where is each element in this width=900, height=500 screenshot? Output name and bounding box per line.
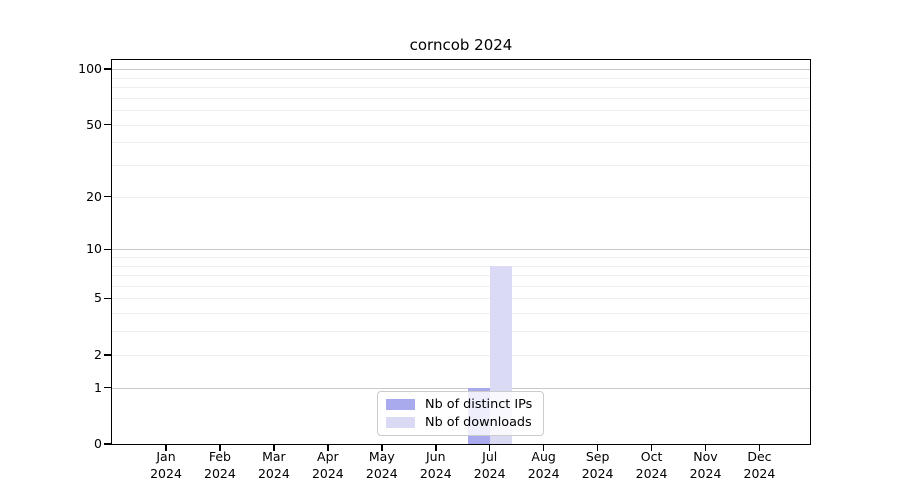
gridline-minor <box>112 298 810 300</box>
x-axis-tick <box>542 444 545 451</box>
x-axis-tick-label: Nov 2024 <box>674 449 738 482</box>
month-name: Jan <box>156 449 176 464</box>
month-name: Dec <box>747 449 772 464</box>
y-axis-tick <box>104 68 111 70</box>
legend-item-downloads: Nb of downloads <box>386 415 535 430</box>
gridline-minor <box>112 313 810 315</box>
gridline-major <box>112 69 810 71</box>
gridline-minor <box>112 77 810 79</box>
gridline-minor <box>112 124 810 126</box>
year-label: 2024 <box>689 465 722 481</box>
legend: Nb of distinct IPs Nb of downloads <box>377 391 544 436</box>
gridline-minor <box>112 265 810 267</box>
gridline-major <box>112 249 810 251</box>
y-axis-tick <box>104 123 111 126</box>
gridline-minor <box>112 354 810 356</box>
year-label: 2024 <box>311 465 344 481</box>
year-label: 2024 <box>635 465 668 481</box>
x-axis-tick-label: Oct 2024 <box>620 449 684 482</box>
gridline-minor <box>112 285 810 287</box>
plot-area <box>112 60 810 444</box>
y-axis-tick-label: 10 <box>86 241 102 257</box>
month-name: Sep <box>585 449 610 464</box>
x-axis-tick <box>488 444 491 451</box>
gridline-minor <box>112 165 810 167</box>
year-label: 2024 <box>473 465 506 481</box>
y-axis-tick-label: 20 <box>86 188 102 204</box>
month-name: May <box>368 449 395 464</box>
gridline-minor <box>112 142 810 144</box>
month-name: Aug <box>531 449 556 464</box>
year-label: 2024 <box>743 465 776 481</box>
year-label: 2024 <box>150 465 182 481</box>
gridline-minor <box>112 87 810 89</box>
x-axis-tick <box>165 444 167 451</box>
month-name: Jul <box>482 449 498 464</box>
gridline-minor <box>112 196 810 198</box>
x-axis-tick <box>704 444 707 451</box>
y-axis-tick <box>104 248 111 250</box>
gridline-minor <box>112 97 810 99</box>
y-axis-tick <box>104 386 111 389</box>
x-axis-tick <box>435 444 437 451</box>
year-label: 2024 <box>365 465 398 481</box>
x-axis-tick <box>596 444 599 451</box>
gridline-major <box>112 387 810 389</box>
distinct-ips-swatch <box>386 399 415 410</box>
year-label: 2024 <box>419 465 452 481</box>
legend-label: Nb of distinct IPs <box>425 397 533 412</box>
gridline-minor <box>112 331 810 333</box>
legend-item-distinct-ips: Nb of distinct IPs <box>386 397 535 412</box>
x-axis-tick-label: Mar 2024 <box>242 449 306 482</box>
y-axis-tick-label: 2 <box>94 346 102 362</box>
month-name: Jun <box>425 449 446 464</box>
x-axis-tick-label: Jun 2024 <box>404 449 468 482</box>
month-name: Nov <box>693 449 718 464</box>
x-axis-tick-label: Aug 2024 <box>512 449 576 482</box>
x-axis-tick-label: May 2024 <box>350 449 414 482</box>
chart-title: corncob 2024 <box>409 36 513 54</box>
y-axis-tick-label: 0 <box>94 436 102 451</box>
x-axis-tick-label: Apr 2024 <box>296 449 360 482</box>
x-axis-tick <box>327 444 329 451</box>
x-axis-tick-label: Feb 2024 <box>188 449 252 482</box>
y-axis-tick <box>104 297 111 300</box>
x-axis-tick <box>650 444 653 451</box>
x-axis-tick-label: Sep 2024 <box>566 449 630 482</box>
downloads-swatch <box>386 417 415 428</box>
x-axis-tick-label: Jan 2024 <box>134 449 198 482</box>
y-axis-tick-label: 100 <box>78 61 102 77</box>
gridline-minor <box>112 257 810 258</box>
month-name: Oct <box>640 449 663 464</box>
y-axis-tick-label: 50 <box>86 116 102 132</box>
year-label: 2024 <box>581 465 614 481</box>
x-axis-tick-label: Dec 2024 <box>727 449 791 482</box>
x-axis-tick <box>381 444 383 451</box>
y-axis-tick <box>104 195 111 198</box>
y-axis-tick <box>104 354 111 356</box>
x-axis-tick-label: Jul 2024 <box>458 449 522 482</box>
gridline-minor <box>112 110 810 112</box>
y-axis-tick-label: 5 <box>94 290 102 306</box>
x-axis-tick <box>219 444 221 451</box>
month-name: Mar <box>262 449 286 464</box>
year-label: 2024 <box>257 465 290 481</box>
x-axis-tick <box>758 444 761 451</box>
y-axis-tick-label: 1 <box>94 379 102 395</box>
x-axis-tick <box>273 444 275 451</box>
legend-label: Nb of downloads <box>425 415 532 430</box>
month-name: Feb <box>208 449 231 464</box>
year-label: 2024 <box>527 465 560 481</box>
month-name: Apr <box>317 449 339 464</box>
gridline-minor <box>112 275 810 277</box>
y-axis-tick <box>104 443 111 445</box>
year-label: 2024 <box>204 465 236 481</box>
